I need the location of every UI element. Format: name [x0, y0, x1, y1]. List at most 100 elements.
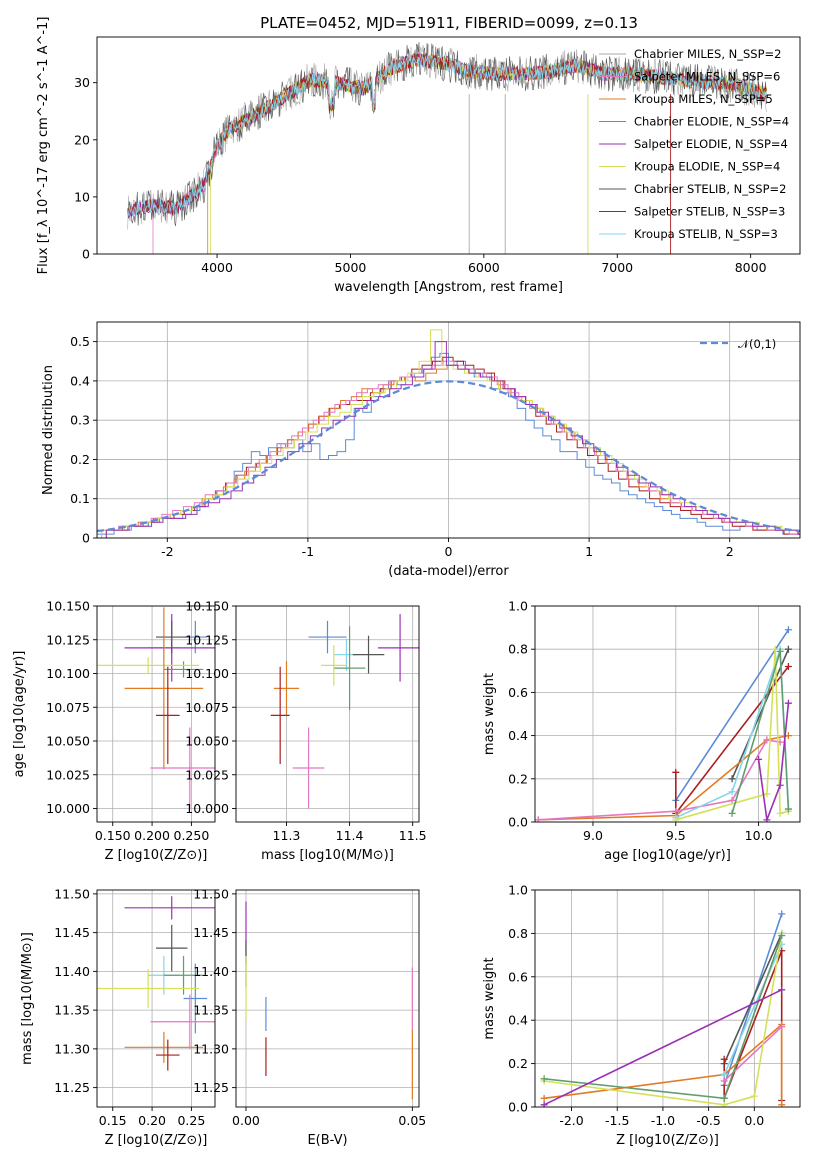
mass-weight-line — [731, 648, 790, 780]
histogram-steps — [105, 341, 800, 538]
errorbar-point — [292, 727, 325, 809]
errorbar-point — [97, 969, 200, 1008]
gaussian-curve — [97, 380, 800, 533]
y-tick-label: 0.0 — [508, 1100, 528, 1115]
x-tick-label: 11.5 — [399, 828, 427, 843]
y-tick-label: 11.25 — [54, 1080, 90, 1095]
plus-marker — [720, 1094, 728, 1102]
y-tick-label: 1.0 — [508, 883, 528, 898]
panel-residual-histogram: -2 -1 0 1 2 0 0.1 0.2 0.3 0.4 0.5 (data-model)/erro… — [41, 321, 801, 579]
errorbar-point — [352, 635, 385, 674]
plus-marker — [728, 788, 736, 796]
plot-area — [270, 614, 419, 809]
x-axis-label: wavelength [Angstrom, rest frame] — [334, 280, 563, 295]
y-tick-label: 11.35 — [54, 1003, 90, 1018]
y-tick-label: 10.125 — [46, 632, 90, 647]
errorbar-point — [124, 896, 215, 920]
y-axis-label: mass weight — [482, 673, 497, 755]
y-tick-label: 10.025 — [46, 767, 90, 782]
panel-age-vs-Z: 0.150 0.200 0.250 10.000 10.025 10.050 10.075 1… — [12, 599, 216, 863]
x-tick-label: 7000 — [601, 260, 633, 275]
x-tick-label: 9.0 — [583, 828, 603, 843]
figure-title: PLATE=0452, MJD=51911, FIBERID=0099, z=0… — [260, 14, 638, 32]
legend-label: Kroupa MILES, N_SSP=5 — [634, 92, 773, 106]
x-tick-label: 5000 — [335, 260, 367, 275]
axes-frame — [235, 889, 420, 1108]
y-tick-label: 0 — [82, 531, 90, 546]
plus-marker — [784, 699, 792, 707]
x-tick-label: 8000 — [735, 260, 767, 275]
x-axis-label: (data-model)/error — [388, 564, 509, 579]
x-tick-label: 1 — [585, 544, 593, 559]
y-tick-label: 0.3 — [70, 413, 90, 428]
axes-frame — [534, 889, 801, 1108]
y-tick-label: 0.1 — [70, 491, 90, 506]
plus-marker — [778, 986, 786, 994]
plot-area — [540, 910, 786, 1107]
mass-weight-line — [757, 703, 790, 821]
x-axis-label: Z [log10(Z/Z⊙)] — [105, 848, 208, 863]
y-tick-label: 0.4 — [508, 1013, 528, 1028]
y-axis-label: mass [log10(M/M⊙)] — [20, 932, 35, 1065]
plot-area — [97, 329, 800, 538]
panel-mass-vs-Z: 0.15 0.20 0.25 11.25 11.30 11.35 11.40 11.45 11.… — [20, 886, 216, 1148]
plus-marker — [535, 816, 542, 822]
y-tick-label: 0.0 — [508, 815, 528, 830]
errorbar-point — [377, 614, 419, 682]
histogram-steps — [105, 364, 800, 538]
x-tick-label: 0.200 — [134, 828, 170, 843]
y-tick-label: 0.6 — [508, 685, 528, 700]
plot-area — [127, 42, 768, 254]
y-tick-label: 1.0 — [508, 599, 528, 614]
errorbar-point — [150, 727, 215, 809]
plus-marker — [728, 796, 736, 804]
x-tick-label: 0.25 — [177, 1113, 205, 1128]
x-axis-label: Z [log10(Z/Z⊙)] — [616, 1133, 719, 1148]
x-axis-label: mass [log10(M/M⊙)] — [261, 848, 394, 863]
y-tick-label: 11.40 — [193, 964, 229, 979]
legend-label: Chabrier MILES, N_SSP=2 — [634, 47, 781, 61]
y-tick-label: 10 — [74, 189, 90, 204]
axes-frame — [235, 605, 420, 823]
plus-marker — [776, 647, 784, 655]
y-axis-label: Flux [f_λ 10^-17 erg cm^-2 s^-1 A^-1] — [36, 17, 51, 275]
y-tick-label: 10.075 — [185, 700, 229, 715]
y-tick-label: 10.100 — [46, 666, 90, 681]
x-tick-label: 4000 — [201, 260, 233, 275]
y-tick-label: 11.30 — [193, 1041, 229, 1056]
x-tick-label: 6000 — [468, 260, 500, 275]
plus-marker — [672, 816, 680, 822]
y-axis-label: Normed distribution — [41, 365, 56, 495]
plus-marker — [720, 1101, 728, 1107]
y-tick-label: 0.2 — [508, 1056, 528, 1071]
x-tick-label: -1.5 — [605, 1113, 629, 1128]
mass-weight-line — [723, 943, 783, 1075]
x-tick-label: -2.0 — [559, 1113, 583, 1128]
x-tick-label: -1.0 — [651, 1113, 675, 1128]
spectrum-line — [127, 52, 767, 216]
y-tick-label: 30 — [74, 75, 90, 90]
y-tick-label: 11.25 — [193, 1080, 229, 1095]
y-tick-label: 11.45 — [54, 925, 90, 940]
plus-marker — [778, 910, 786, 918]
y-tick-label: 10.100 — [185, 666, 229, 681]
errorbar-point — [321, 645, 347, 686]
mass-weight-line — [723, 933, 783, 1064]
y-tick-label: 10.050 — [46, 734, 90, 749]
y-tick-label: 10.050 — [185, 734, 229, 749]
panel-spectrum: 4000 5000 6000 7000 8000 0 10 20 30 wavelength [A… — [36, 17, 801, 295]
legend-label: Kroupa STELIB, N_SSP=3 — [634, 227, 778, 241]
axes-frame — [96, 321, 801, 539]
x-tick-label: -2 — [161, 544, 173, 559]
y-tick-label: 11.35 — [193, 1003, 229, 1018]
plus-marker — [728, 775, 736, 783]
x-tick-label: 0.00 — [232, 1113, 260, 1128]
x-axis-label: Z [log10(Z/Z⊙)] — [105, 1133, 208, 1148]
plus-marker — [672, 807, 680, 815]
plot-area — [97, 896, 215, 1071]
legend-label: Salpeter ELODIE, N_SSP=4 — [634, 137, 788, 151]
y-axis-label: age [log10(age/yr)] — [12, 651, 27, 778]
panel-mass-weight-vs-Z: -2.0 -1.5 -1.0 -0.5 0.0 0.0 0.2 0.4 0.6 0.8 1.0 Z [… — [482, 883, 801, 1148]
y-tick-label: 0.5 — [70, 334, 90, 349]
